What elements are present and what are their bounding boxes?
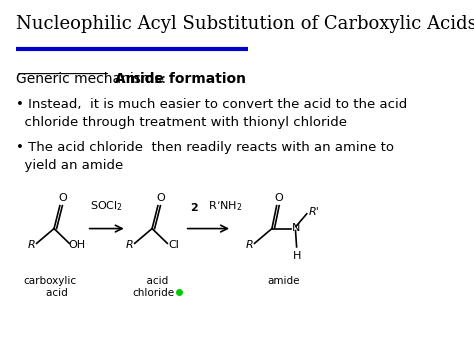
Text: R: R	[126, 240, 134, 250]
Text: Cl: Cl	[168, 240, 179, 250]
Text: amide: amide	[267, 276, 300, 286]
Text: O: O	[58, 193, 67, 203]
Text: carboxylic
    acid: carboxylic acid	[24, 276, 77, 298]
Text: acid
chloride: acid chloride	[133, 276, 175, 298]
Text: Generic mechanisms:: Generic mechanisms:	[16, 72, 166, 86]
Text: R': R'	[309, 207, 319, 217]
Text: Nucleophilic Acyl Substitution of Carboxylic Acids: Nucleophilic Acyl Substitution of Carbox…	[16, 16, 474, 33]
Text: R: R	[27, 240, 36, 250]
Text: • Instead,  it is much easier to convert the acid to the acid
  chloride through: • Instead, it is much easier to convert …	[16, 98, 407, 129]
Text: SOCl$_2$: SOCl$_2$	[90, 199, 123, 213]
Text: H: H	[292, 251, 301, 262]
Text: • The acid chloride  then readily reacts with an amine to
  yield an amide: • The acid chloride then readily reacts …	[16, 141, 394, 171]
Text: 2: 2	[190, 203, 198, 213]
Text: R’NH$_2$: R’NH$_2$	[205, 199, 242, 213]
Text: N: N	[292, 223, 301, 233]
Text: R: R	[246, 240, 253, 250]
Text: O: O	[156, 193, 165, 203]
Text: O: O	[274, 193, 283, 203]
Text: Amide formation: Amide formation	[110, 72, 246, 86]
Text: OH: OH	[68, 240, 85, 250]
